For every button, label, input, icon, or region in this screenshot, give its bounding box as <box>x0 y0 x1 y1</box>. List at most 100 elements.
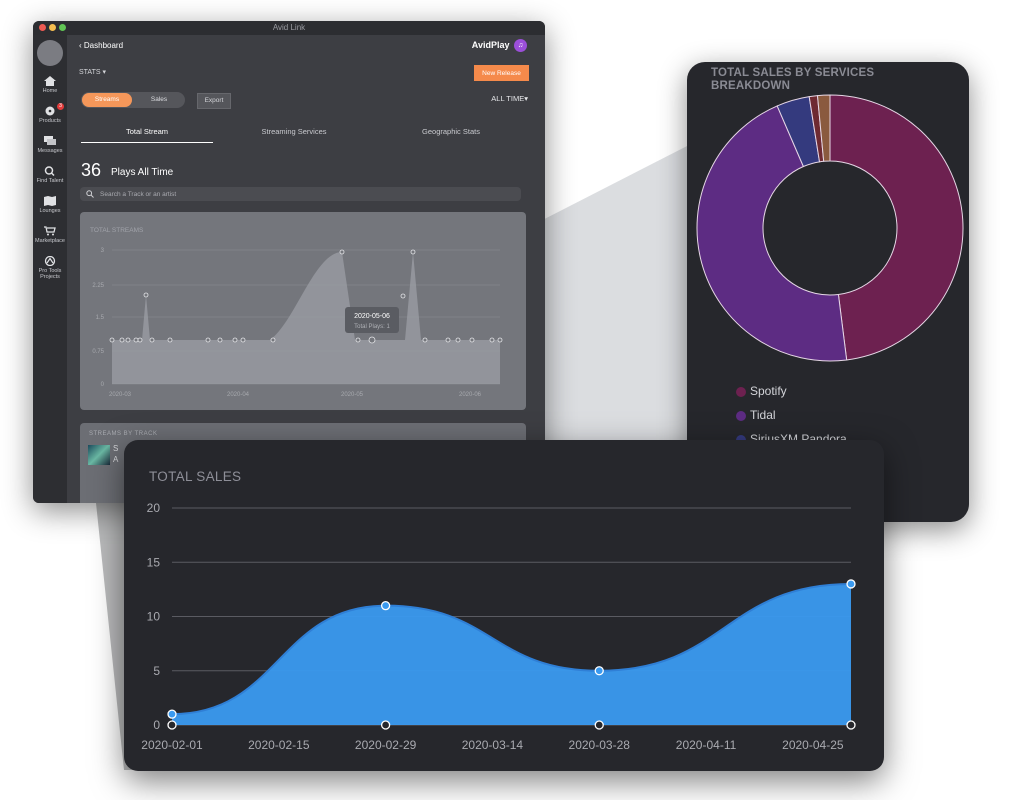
x-tick-label: 2020-02-01 <box>141 738 203 752</box>
donut-slice-spotify[interactable] <box>829 94 964 361</box>
stats-dropdown-label: STATS <box>79 69 101 76</box>
close-window-button[interactable] <box>39 24 46 31</box>
x-tick-label: 2020-05 <box>341 392 364 398</box>
sidebar: Home 3 Products Messages Find Talent Lou… <box>33 35 67 503</box>
notification-badge: 3 <box>57 103 64 110</box>
donut-slice-tidal[interactable] <box>696 105 848 362</box>
sidebar-item-products[interactable]: 3 Products <box>33 103 67 124</box>
window-titlebar: Avid Link <box>33 21 545 35</box>
data-point[interactable] <box>167 709 177 719</box>
messages-icon <box>44 136 56 145</box>
search-icon <box>86 190 94 198</box>
section-title: STREAMS BY TRACK <box>89 431 158 437</box>
tab-geographic-stats[interactable]: Geographic Stats <box>422 127 480 136</box>
search-input[interactable] <box>100 188 500 200</box>
x-tick-label: 2020-04-11 <box>676 738 737 752</box>
chart-tooltip: 2020-05-06 Total Plays: 1 <box>345 307 399 333</box>
sidebar-item-label: Home <box>42 88 58 94</box>
sidebar-item-messages[interactable]: Messages <box>33 136 67 154</box>
window-title: Avid Link <box>272 23 306 32</box>
baseline-point <box>846 720 856 730</box>
sidebar-item-pro-tools[interactable]: Pro Tools Projects <box>33 256 67 280</box>
x-tick-label: 2020-04-25 <box>782 738 844 752</box>
total-streams-chart-svg: TOTAL STREAMS 3 2.25 1.5 0.75 0 <box>90 227 503 398</box>
total-sales-card: TOTAL SALES 0 5 10 15 20 2020-02-01 2020-02-15… <box>124 440 884 771</box>
export-button[interactable]: Export <box>197 93 231 109</box>
streams-area <box>112 252 500 384</box>
data-point[interactable] <box>594 666 604 676</box>
data-points <box>109 249 503 344</box>
y-tick-label: 10 <box>147 610 161 624</box>
track-name[interactable]: S <box>113 444 119 453</box>
caret-down-icon: ▾ <box>524 94 528 103</box>
chevron-left-icon: ‹ <box>79 41 82 50</box>
back-to-dashboard-link[interactable]: ‹ Dashboard <box>79 41 123 50</box>
sidebar-item-label: Find Talent <box>36 178 64 184</box>
x-tick-label: 2020-03 <box>109 392 132 398</box>
sidebar-item-label: Lounges <box>39 208 61 214</box>
sales-area <box>172 583 851 725</box>
stats-tabs: Total Stream Streaming Services Geograph… <box>81 121 525 143</box>
sidebar-item-marketplace[interactable]: Marketplace <box>33 226 67 244</box>
data-point[interactable] <box>846 579 856 589</box>
plays-label: Plays All Time <box>111 167 174 178</box>
sidebar-item-label: Messages <box>37 148 63 154</box>
marketplace-icon <box>44 226 56 236</box>
x-tick-label: 2020-02-15 <box>248 738 310 752</box>
y-tick-label: 15 <box>147 555 161 569</box>
new-release-button[interactable]: New Release <box>474 65 529 81</box>
maximize-window-button[interactable] <box>59 24 66 31</box>
avid-link-window: Avid Link Home 3 Products Messages Find … <box>33 21 545 503</box>
brand-name: AvidPlay <box>471 39 510 50</box>
y-tick-label: 0 <box>153 718 160 732</box>
legend-swatch <box>736 387 746 397</box>
x-tick-label: 2020-03-14 <box>462 738 524 752</box>
legend-label: Tidal <box>750 408 776 422</box>
avatar[interactable] <box>37 40 63 66</box>
donut-chart-title: TOTAL SALES BY SERVICES BREAKDOWN <box>711 67 875 92</box>
stats-dropdown[interactable]: STATS ▾ <box>79 68 106 76</box>
brand-logo: AvidPlay ♫ <box>472 39 527 52</box>
y-tick-label: 1.5 <box>96 315 105 321</box>
lounges-icon <box>44 196 56 206</box>
baseline-point <box>167 720 177 730</box>
donut-chart <box>696 94 964 362</box>
products-icon <box>45 106 55 116</box>
legend-label: Spotify <box>750 384 787 398</box>
chart-title: TOTAL STREAMS <box>90 227 144 234</box>
data-point[interactable] <box>380 600 391 611</box>
minimize-window-button[interactable] <box>49 24 56 31</box>
sidebar-item-lounges[interactable]: Lounges <box>33 196 67 214</box>
tooltip-value: Total Plays: 1 <box>354 324 390 330</box>
x-tick-label: 2020-06 <box>459 392 482 398</box>
time-range-dropdown[interactable]: ALL TIME▾ <box>491 94 528 103</box>
sales-toggle-button[interactable]: Sales <box>150 96 168 103</box>
plays-count: 36 <box>81 160 102 180</box>
x-tick-label: 2020-03-28 <box>569 738 631 752</box>
sidebar-item-home[interactable]: Home <box>33 76 67 94</box>
legend-swatch <box>736 411 746 421</box>
tab-streaming-services[interactable]: Streaming Services <box>261 127 327 136</box>
home-icon <box>44 76 56 86</box>
sales-line <box>171 582 852 716</box>
streams-sales-toggle: Streams Sales <box>81 92 185 108</box>
track-artwork[interactable] <box>88 445 110 465</box>
main-content: ‹ Dashboard AvidPlay ♫ STATS ▾ New Relea… <box>67 35 545 503</box>
y-tick-label: 5 <box>153 664 160 678</box>
back-link-label: Dashboard <box>83 41 124 50</box>
avidplay-logo-icon: ♫ <box>514 39 527 52</box>
y-tick-label: 3 <box>101 248 105 254</box>
streams-toggle-button[interactable]: Streams <box>82 93 132 107</box>
tab-total-stream[interactable]: Total Stream <box>81 121 213 143</box>
baseline-point <box>380 720 391 730</box>
sidebar-item-find-talent[interactable]: Find Talent <box>33 166 67 184</box>
sales-by-services-card: TOTAL SALES BY SERVICES BREAKDOWN Spotif… <box>687 62 969 522</box>
total-sales-chart: 0 5 10 15 20 2020-02-01 2020-02-15 2020-02-29 20… <box>141 501 856 752</box>
chevron-down-icon: ▾ <box>102 69 106 76</box>
track-artist: A <box>113 455 119 464</box>
x-tick-label: 2020-02-29 <box>355 738 417 752</box>
x-tick-label: 2020-04 <box>227 392 250 398</box>
sidebar-item-label: Pro Tools Projects <box>38 268 62 280</box>
donut-slice-others[interactable] <box>816 94 831 162</box>
search-bar <box>80 187 521 201</box>
